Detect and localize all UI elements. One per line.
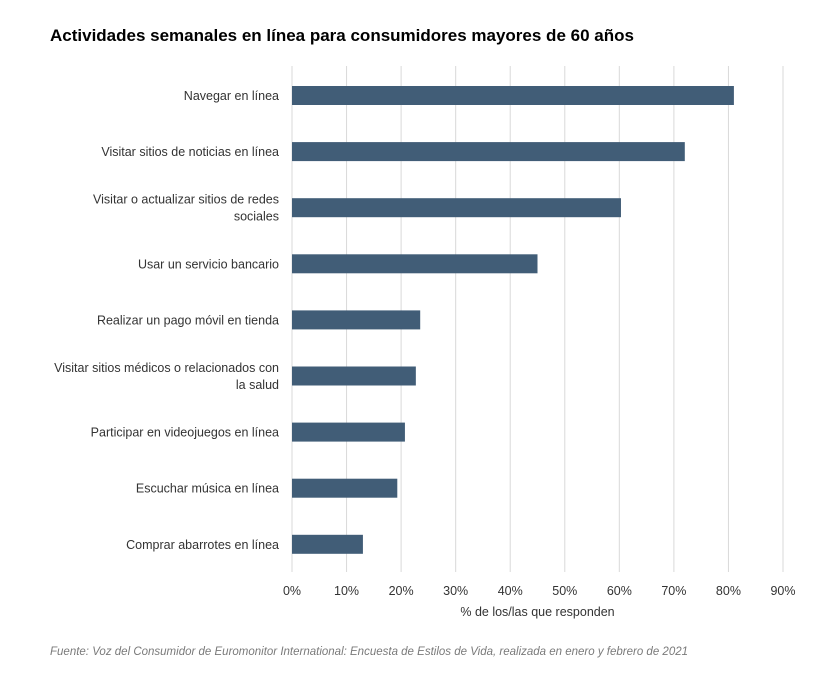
source-footnote: Fuente: Voz del Consumidor de Euromonito… <box>50 646 689 658</box>
category-label: Realizar un pago móvil en tienda <box>97 313 279 327</box>
category-label: Escuchar música en línea <box>136 482 279 496</box>
bar <box>292 310 421 330</box>
category-label: Usar un servicio bancario <box>138 257 279 271</box>
x-tick-label: 30% <box>443 584 468 598</box>
category-label: Comprar abarrotes en línea <box>126 538 279 552</box>
x-tick-label: 50% <box>552 584 577 598</box>
bar <box>292 534 363 554</box>
bar <box>292 86 734 105</box>
x-tick-label: 10% <box>334 584 359 598</box>
bar-chart: Navegar en línea Visitar sitios de notici… <box>54 66 796 619</box>
x-tick-label: 80% <box>716 584 741 598</box>
category-label: Visitar o actualizar sitios de redes soci… <box>93 193 279 224</box>
bar <box>292 478 398 498</box>
x-axis-title: % de los/las que responden <box>460 605 614 619</box>
x-tick-label: 20% <box>389 584 414 598</box>
chart-title: Actividades semanales en línea para cons… <box>50 26 634 45</box>
bar <box>292 422 405 442</box>
bar <box>292 142 685 162</box>
x-tick-label: 70% <box>661 584 686 598</box>
category-label: Participar en videojuegos en línea <box>91 426 279 440</box>
category-label: Navegar en línea <box>184 89 279 103</box>
category-label: Visitar sitios médicos o relacionados co… <box>54 361 279 392</box>
bar <box>292 198 621 218</box>
x-tick-label: 40% <box>498 584 523 598</box>
category-label: Visitar sitios de noticias en línea <box>101 145 279 159</box>
bar <box>292 366 416 386</box>
bar <box>292 254 538 274</box>
x-tick-label: 60% <box>607 584 632 598</box>
x-tick-label: 0% <box>283 584 301 598</box>
x-tick-label: 90% <box>770 584 795 598</box>
